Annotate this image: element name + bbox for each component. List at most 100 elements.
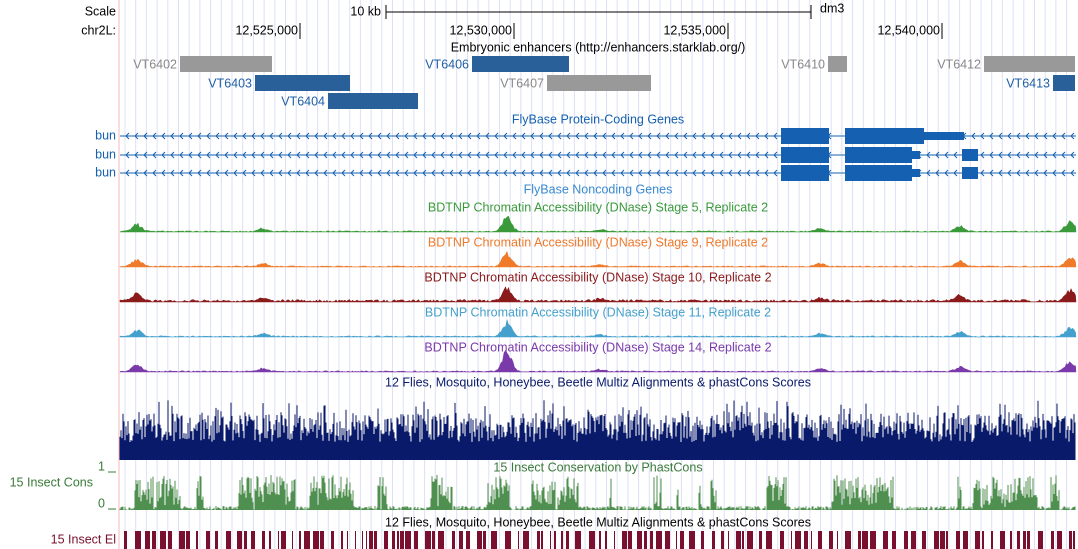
conserved-element xyxy=(304,531,310,549)
conserved-element xyxy=(262,531,265,549)
conserved-element xyxy=(818,531,822,549)
track-title: BDTNP Chromatin Accessibility (DNase) St… xyxy=(425,305,771,319)
exon xyxy=(781,147,829,163)
conserved-element xyxy=(168,531,172,549)
conserved-element xyxy=(1000,531,1005,549)
conserved-element xyxy=(186,531,190,549)
conserved-element xyxy=(477,531,482,549)
conserved-element xyxy=(483,531,486,549)
ruler-tick-label: 12,535,000 xyxy=(663,23,726,37)
enhancer-label: VT6403 xyxy=(208,76,252,90)
conserved-element xyxy=(251,531,255,549)
conserved-element xyxy=(414,531,418,549)
conserved-element xyxy=(747,531,753,549)
conserved-element xyxy=(656,531,662,549)
conserved-element xyxy=(384,531,388,549)
conserved-element xyxy=(292,531,293,549)
conserved-element xyxy=(331,531,334,549)
cons-signal xyxy=(119,475,1076,510)
conserved-element xyxy=(491,531,497,549)
conserved-element xyxy=(742,531,744,549)
track-title: Embryonic enhancers (http://enhancers.st… xyxy=(451,40,746,54)
enhancer-label: VT6402 xyxy=(133,57,177,71)
track-title: 12 Flies, Mosquito, Honeybee, Beetle Mul… xyxy=(385,515,811,529)
conserved-element xyxy=(628,531,632,549)
dnase-signal xyxy=(119,319,1077,338)
exon xyxy=(912,169,920,177)
conserved-element xyxy=(452,531,455,549)
enhancer-label: VT6412 xyxy=(937,57,981,71)
conserved-element xyxy=(1023,531,1026,549)
conserved-element xyxy=(518,531,519,549)
gene-label: bun xyxy=(95,147,116,161)
conserved-element xyxy=(780,531,784,549)
conserved-element xyxy=(689,531,695,549)
conserved-element xyxy=(956,531,960,549)
conserved-element xyxy=(145,531,150,549)
conserved-element xyxy=(1057,531,1062,549)
conserved-element xyxy=(963,531,968,549)
enhancer-box xyxy=(828,56,847,72)
conserved-element xyxy=(366,531,367,549)
conserved-element xyxy=(680,531,684,549)
conserved-element xyxy=(135,531,141,549)
chrom-label: chr2L: xyxy=(81,23,116,37)
enhancer-box xyxy=(472,56,569,72)
conserved-element xyxy=(466,531,470,549)
conserved-element xyxy=(355,531,356,549)
exon xyxy=(962,167,978,179)
conserved-element xyxy=(991,531,993,549)
conserved-element xyxy=(811,531,812,549)
conserved-element xyxy=(911,531,916,549)
conserved-element xyxy=(566,531,569,549)
conserved-element xyxy=(665,531,670,549)
conserved-element xyxy=(829,531,833,549)
conserved-element xyxy=(650,531,653,549)
conserved-element xyxy=(605,531,607,549)
conserved-element xyxy=(554,531,556,549)
conserved-element xyxy=(1017,531,1020,549)
conserved-element xyxy=(438,531,444,549)
conserved-element xyxy=(541,531,543,549)
conserved-element xyxy=(313,531,319,549)
axis-label: 0 xyxy=(98,496,105,510)
gene-label: bun xyxy=(95,128,116,142)
conserved-element xyxy=(400,531,404,549)
conserved-element xyxy=(791,531,792,549)
enhancer-box xyxy=(547,75,651,91)
conserved-element xyxy=(124,531,127,549)
conserved-element xyxy=(892,531,896,549)
conserved-element xyxy=(425,531,431,549)
track-title: 12 Flies, Mosquito, Honeybee, Beetle Mul… xyxy=(385,375,811,389)
conserved-element xyxy=(904,531,908,549)
conserved-element xyxy=(922,531,926,549)
conserved-element xyxy=(196,531,198,549)
conserved-element xyxy=(1069,531,1072,549)
conserved-element xyxy=(975,531,980,549)
conserved-element xyxy=(505,531,511,549)
ruler-tick-label: 12,530,000 xyxy=(449,23,512,37)
track-title: FlyBase Noncoding Genes xyxy=(524,182,673,196)
exon xyxy=(845,147,912,163)
conserved-element xyxy=(459,531,463,549)
conserved-element xyxy=(1051,531,1054,549)
dnase-signal xyxy=(119,215,1077,233)
conserved-element xyxy=(759,531,762,549)
conserved-element xyxy=(701,531,704,549)
conserved-element xyxy=(320,531,324,549)
conserved-element xyxy=(982,531,984,549)
conserved-element xyxy=(1038,531,1043,549)
track-label: 15 Insect Cons xyxy=(10,475,93,489)
enhancer-label: VT6407 xyxy=(500,76,544,90)
conserved-element xyxy=(369,531,373,549)
conserved-element xyxy=(392,531,395,549)
dnase-signal xyxy=(119,349,1077,373)
conserved-element xyxy=(226,531,231,549)
track-title: FlyBase Protein-Coding Genes xyxy=(512,112,684,126)
dnase-signal xyxy=(119,286,1077,303)
enhancer-box xyxy=(328,93,418,109)
exon xyxy=(781,128,829,144)
conserved-element xyxy=(858,531,861,549)
